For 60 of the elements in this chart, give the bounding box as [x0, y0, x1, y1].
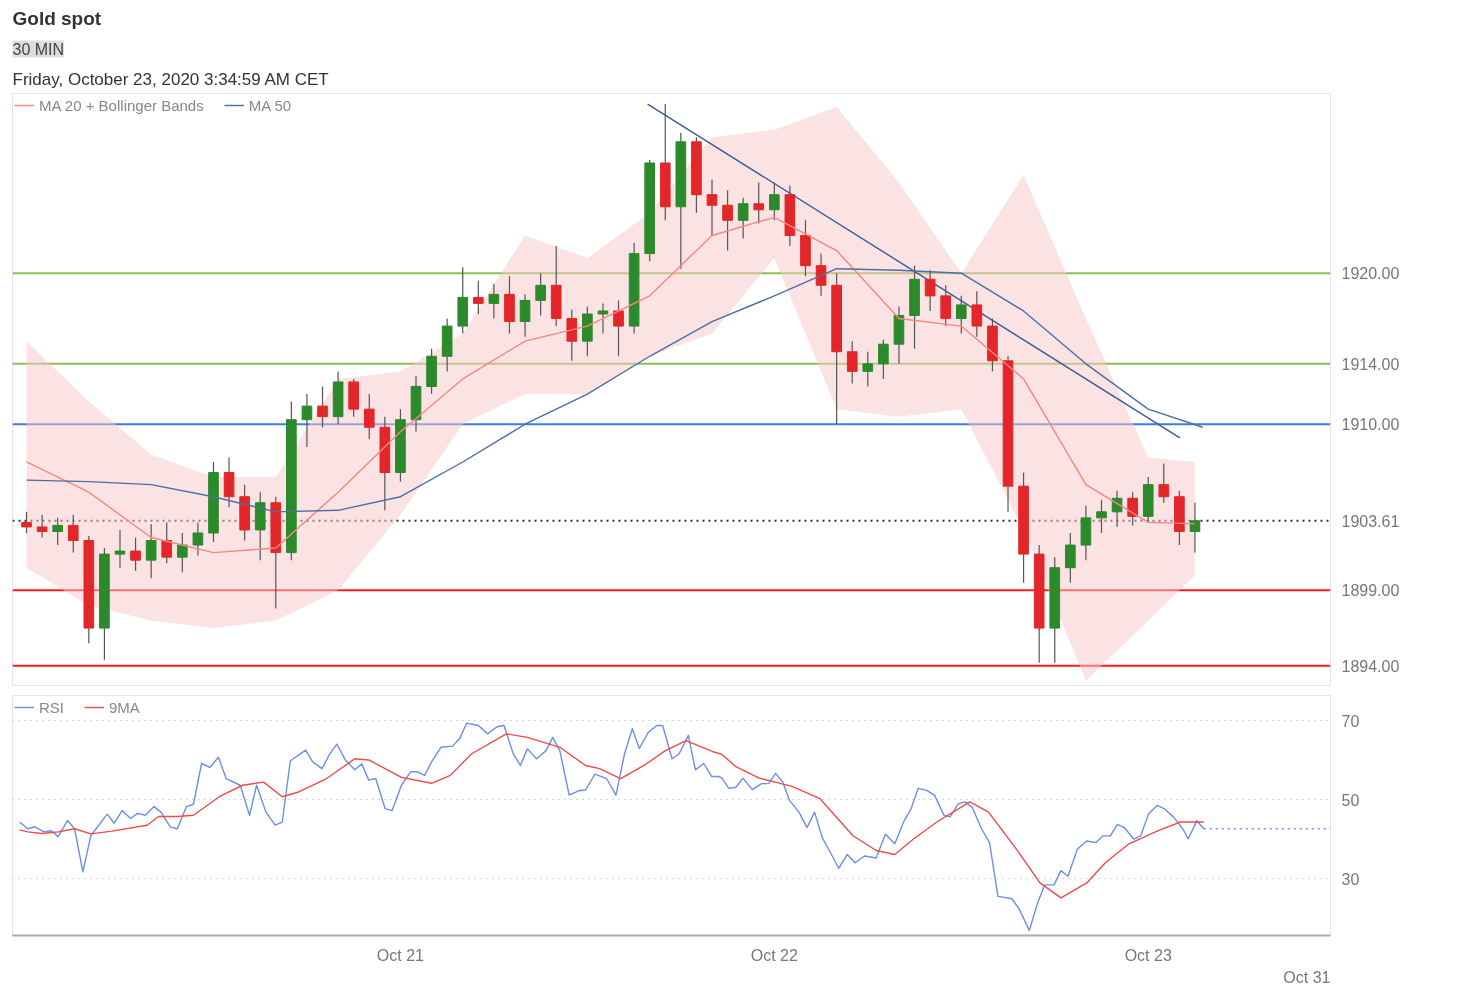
- x-tick-label: Oct 22: [750, 946, 798, 964]
- candlestick: [737, 197, 749, 240]
- candlestick: [722, 189, 733, 252]
- candlestick: [472, 280, 484, 315]
- candlestick: [67, 514, 79, 554]
- candlestick: [301, 393, 313, 448]
- x-tick-label: Oct 23: [1124, 946, 1172, 964]
- candlestick: [21, 511, 32, 534]
- candlestick: [145, 523, 157, 579]
- chart-subtitle: 30 MIN: [12, 40, 65, 58]
- candlestick: [192, 521, 204, 557]
- candlestick: [488, 283, 500, 320]
- candlestick: [535, 272, 546, 317]
- y-tick-label: 50: [1341, 791, 1360, 809]
- y-tick-label: 1920.00: [1341, 265, 1400, 283]
- candlestick: [52, 517, 64, 546]
- candlestick: [566, 308, 578, 362]
- candlestick: [971, 290, 983, 338]
- y-tick-label: 70: [1341, 712, 1360, 730]
- candlestick: [114, 529, 126, 569]
- y-tick-label: 1894.00: [1341, 657, 1400, 675]
- candlestick: [878, 339, 889, 380]
- candlestick: [815, 252, 827, 297]
- y-tick-label: 1910.00: [1341, 416, 1400, 434]
- candlestick: [317, 385, 328, 428]
- candlestick: [924, 269, 936, 312]
- x-tick-label: Oct 21: [376, 946, 425, 964]
- candlestick: [1096, 499, 1107, 534]
- candlestick: [862, 351, 874, 388]
- y-tick-label: 1914.00: [1341, 355, 1400, 373]
- candlestick: [130, 536, 141, 572]
- y-tick-label: 30: [1341, 870, 1360, 888]
- text: Oct 31: [1283, 968, 1331, 986]
- legend-label: RSI: [39, 698, 65, 716]
- candlestick: [363, 393, 375, 440]
- y-tick-label: 1899.00: [1341, 582, 1400, 600]
- candlestick: [519, 293, 531, 338]
- candlestick: [613, 299, 624, 357]
- legend-label: 9MA: [109, 698, 140, 716]
- candlestick: [753, 182, 765, 224]
- line-series: [18, 733, 1205, 899]
- candlestick: [161, 521, 173, 564]
- candlestick: [1127, 491, 1138, 527]
- candlestick: [1189, 502, 1201, 554]
- candlestick: [597, 302, 609, 335]
- candlestick: [706, 178, 718, 237]
- chart-title: Gold spot: [12, 7, 102, 29]
- candlestick: [955, 295, 967, 335]
- y-tick-label: 1903.61: [1341, 512, 1400, 530]
- line-series: [25, 267, 1204, 513]
- legend-label: MA 50: [248, 96, 292, 114]
- candlestick: [176, 532, 188, 573]
- candlestick: [768, 182, 780, 221]
- text: Friday, October 23, 2020 3:34:59 AM CET: [12, 69, 329, 89]
- candlestick: [1158, 462, 1170, 504]
- legend-label: MA 20 + Bollinger Bands: [39, 96, 204, 114]
- candlestick: [940, 284, 952, 327]
- candlestick: [1065, 532, 1076, 584]
- candlestick: [846, 340, 858, 385]
- candlestick: [36, 514, 48, 539]
